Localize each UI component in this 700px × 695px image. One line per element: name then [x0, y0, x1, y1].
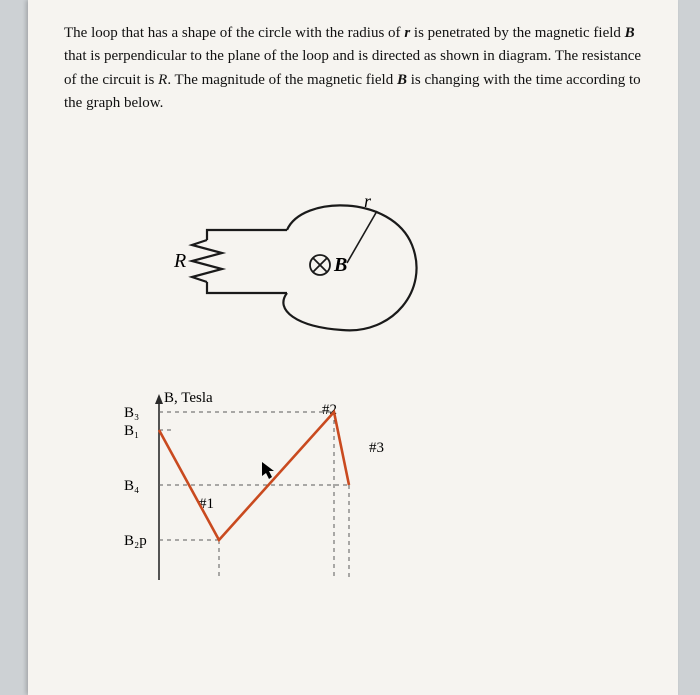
b-field-symbol: [310, 255, 330, 275]
region-labels: #1#2#3: [199, 402, 384, 512]
radius-line: [347, 211, 377, 263]
radius-label: r: [364, 191, 372, 211]
resistor-label: R: [173, 250, 186, 272]
drop-lines: [219, 412, 349, 580]
cursor-icon: [262, 462, 274, 479]
b-label: B: [333, 254, 347, 276]
loop: [283, 205, 416, 330]
ref-lines: [159, 412, 349, 540]
graph-svg: B, Tesla B₃ B₁ B₄ B₂p #1#2#3: [104, 390, 424, 590]
var-B: B: [625, 25, 635, 41]
y-label: B₄: [124, 478, 139, 494]
circuit-svg: R r B: [92, 185, 452, 355]
text: . The magnitude of the magnetic field: [167, 72, 397, 88]
y-label: B₃: [124, 405, 139, 421]
text: The loop that has a shape of the circle …: [64, 25, 404, 41]
region-label: #3: [369, 440, 384, 456]
var-B: B: [397, 72, 407, 88]
graph-diagram: B, Tesla B₃ B₁ B₄ B₂p #1#2#3: [104, 390, 642, 595]
problem-statement: The loop that has a shape of the circle …: [64, 22, 642, 115]
resistor: [192, 230, 287, 293]
y-axis-arrow: [155, 394, 163, 404]
paper-page: The loop that has a shape of the circle …: [28, 0, 678, 695]
var-R: R: [158, 72, 167, 88]
y-labels: B₃ B₁ B₄ B₂p: [124, 405, 147, 549]
graph-title: B, Tesla: [164, 390, 213, 406]
text: is penetrated by the magnetic field: [410, 25, 625, 41]
y-label: B₁: [124, 423, 139, 439]
b-vs-t-line: [159, 412, 349, 540]
circuit-diagram: R r B: [92, 185, 642, 360]
y-label: B₂p: [124, 533, 147, 549]
